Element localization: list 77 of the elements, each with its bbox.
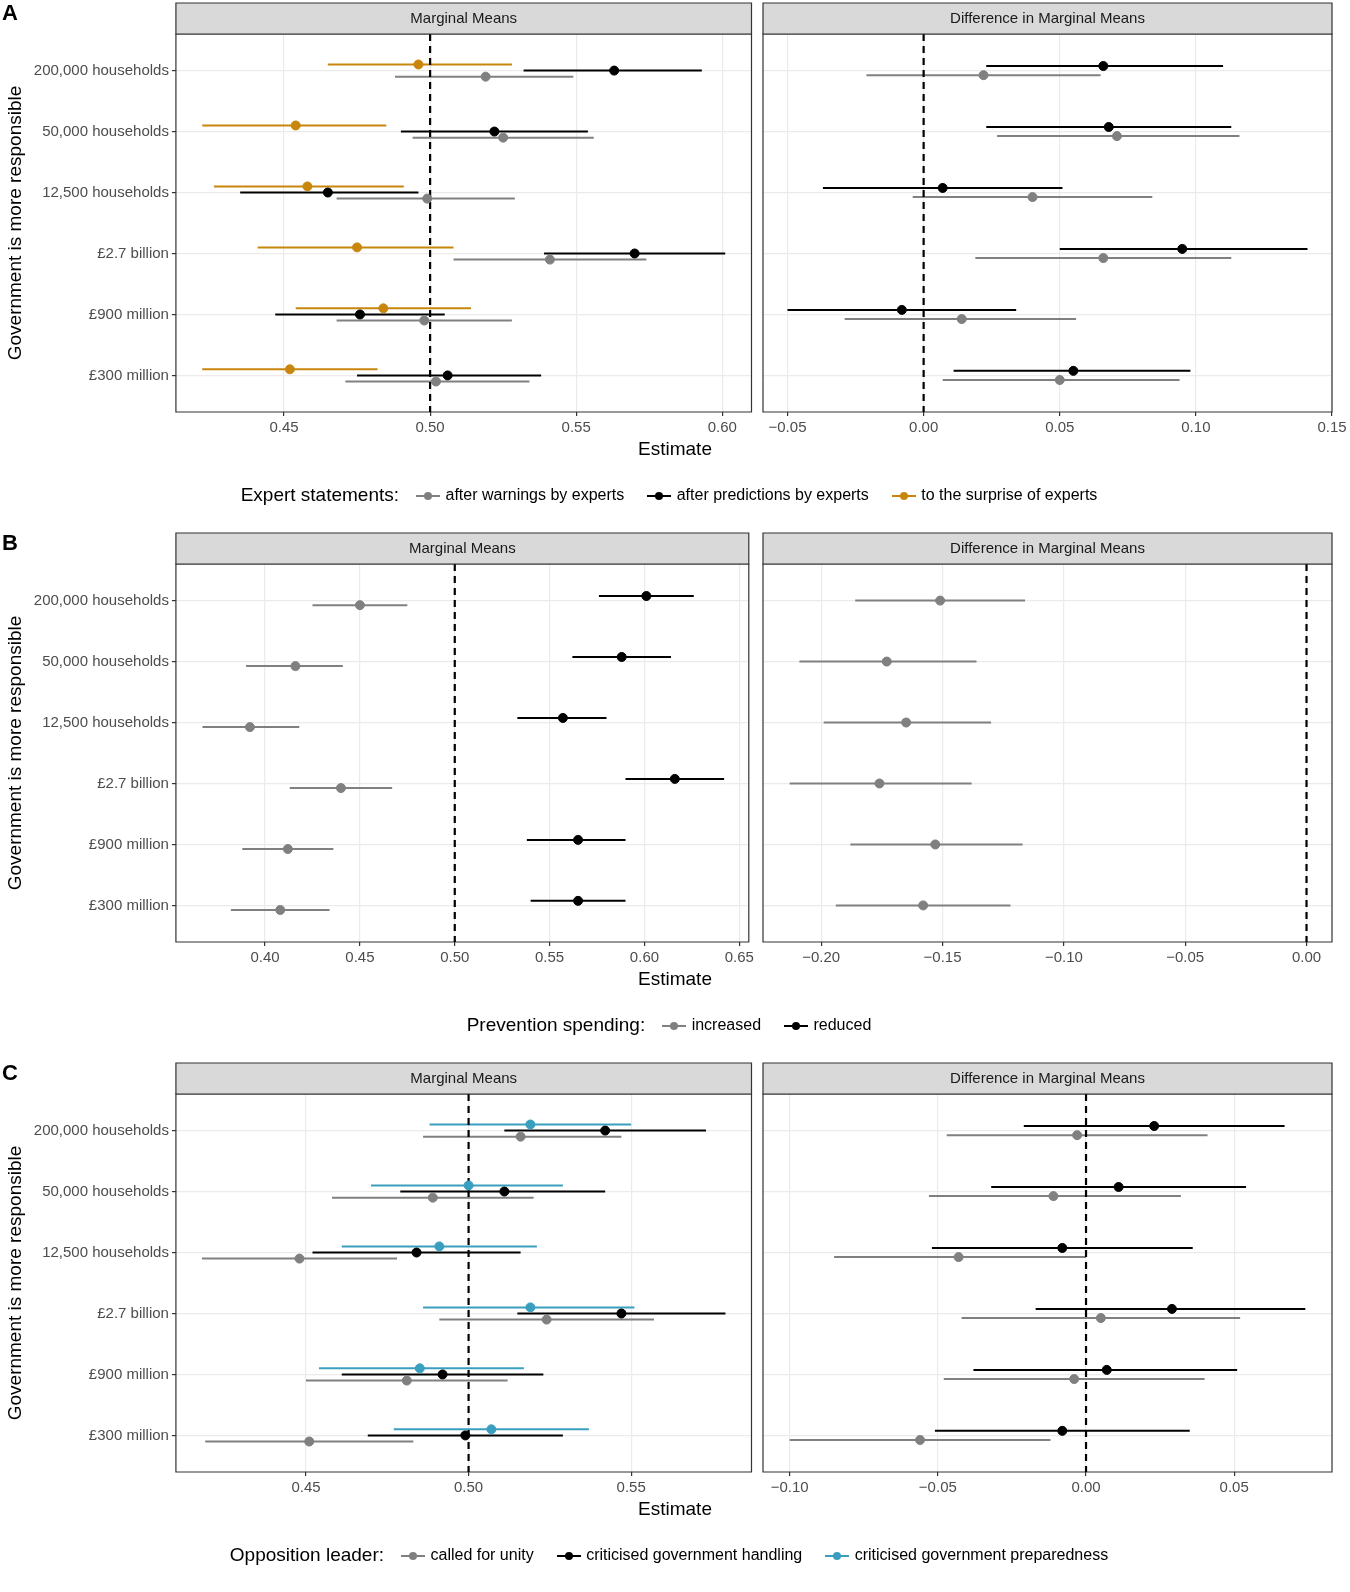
legend-label: after predictions by experts: [676, 486, 869, 503]
point: [901, 717, 912, 728]
x-tick-label: −0.05: [918, 1478, 957, 1496]
point: [930, 839, 941, 850]
y-tick-label: 12,500 households: [42, 1242, 169, 1260]
x-tick-label: −0.05: [1166, 948, 1205, 966]
x-tick-label: 0.55: [561, 418, 591, 436]
y-tick-label: £900 million: [88, 1364, 169, 1382]
x-tick-label: 0.45: [291, 1478, 321, 1496]
x-tick-label: 0.05: [1219, 1478, 1249, 1496]
y-axis-title: Government is more responsible: [3, 615, 25, 891]
y-tick-label: £900 million: [88, 304, 169, 322]
x-tick-label: 0.15: [1317, 418, 1347, 436]
point: [918, 900, 929, 911]
x-tick-label: 0.45: [345, 948, 375, 966]
x-tick-label: 0.50: [440, 948, 470, 966]
legend-label: increased: [691, 1016, 762, 1033]
x-tick-label: 0.00: [909, 418, 939, 436]
legend-title: Prevention spending:: [466, 1014, 646, 1036]
y-tick-label: £900 million: [88, 834, 169, 852]
chart-title: Difference in Marginal Means: [950, 9, 1145, 27]
text: C: [2, 1060, 18, 1086]
legend-label: after warnings by experts: [445, 486, 625, 503]
y-tick-label: £300 million: [88, 895, 169, 913]
y-tick-label: 50,000 households: [42, 121, 169, 139]
chart-title: Marginal Means: [410, 1069, 518, 1087]
y-tick-label: 50,000 households: [42, 1181, 169, 1199]
x-tick-label: 0.50: [415, 418, 445, 436]
y-tick-label: £2.7 billion: [97, 773, 169, 791]
x-axis-title: Estimate: [637, 438, 713, 460]
x-tick-label: 0.00: [1291, 948, 1322, 966]
legend-title: Opposition leader:: [229, 1544, 385, 1566]
x-tick-label: 0.60: [629, 948, 660, 966]
x-tick-label: 0.40: [250, 948, 280, 966]
x-tick-label: −0.15: [923, 948, 962, 966]
legend-label: to the surprise of experts: [921, 486, 1098, 503]
y-tick-label: £2.7 billion: [97, 1303, 169, 1321]
x-tick-label: 0.55: [535, 948, 565, 966]
y-tick-label: £300 million: [88, 365, 169, 383]
chart-title: Difference in Marginal Means: [950, 1069, 1145, 1087]
y-tick-label: 200,000 households: [33, 1120, 169, 1138]
y-tick-label: 50,000 households: [42, 651, 169, 669]
x-tick-label: 0.00: [1071, 1478, 1101, 1496]
y-tick-label: £300 million: [88, 1425, 169, 1443]
legend-label: criticised government preparedness: [854, 1546, 1109, 1563]
x-tick-label: 0.65: [724, 948, 754, 966]
x-tick-label: −0.10: [770, 1478, 809, 1496]
point: [874, 778, 885, 789]
y-tick-label: 12,500 households: [42, 182, 169, 200]
x-tick-label: −0.10: [1044, 948, 1083, 966]
legend-label: criticised government handling: [586, 1546, 803, 1563]
y-tick-label: 200,000 households: [33, 60, 169, 78]
point: [935, 595, 946, 606]
legend-title: Expert statements:: [240, 484, 400, 506]
point: [881, 656, 892, 667]
text: B: [2, 530, 18, 556]
y-tick-label: £2.7 billion: [97, 243, 169, 261]
y-tick-label: 200,000 households: [33, 590, 169, 608]
chart-title: Marginal Means: [409, 539, 516, 557]
x-tick-label: 0.55: [616, 1478, 646, 1496]
x-axis-title: Estimate: [637, 968, 713, 990]
x-tick-label: −0.05: [768, 418, 807, 436]
x-tick-label: 0.45: [269, 418, 299, 436]
legend-label: reduced: [813, 1016, 872, 1033]
x-tick-label: 0.10: [1181, 418, 1211, 436]
x-tick-label: −0.20: [802, 948, 841, 966]
text: A: [2, 0, 18, 26]
y-tick-label: 12,500 households: [42, 712, 169, 730]
x-tick-label: 0.60: [707, 418, 737, 436]
x-tick-label: 0.05: [1045, 418, 1075, 436]
x-axis-title: Estimate: [637, 1498, 713, 1520]
legend-label: called for unity: [430, 1546, 534, 1563]
chart-title: Difference in Marginal Means: [950, 539, 1145, 557]
y-axis-title: Government is more responsible: [3, 85, 25, 361]
x-tick-label: 0.50: [453, 1478, 484, 1496]
y-axis-title: Government is more responsible: [3, 1145, 25, 1421]
chart-title: Marginal Means: [410, 9, 518, 27]
